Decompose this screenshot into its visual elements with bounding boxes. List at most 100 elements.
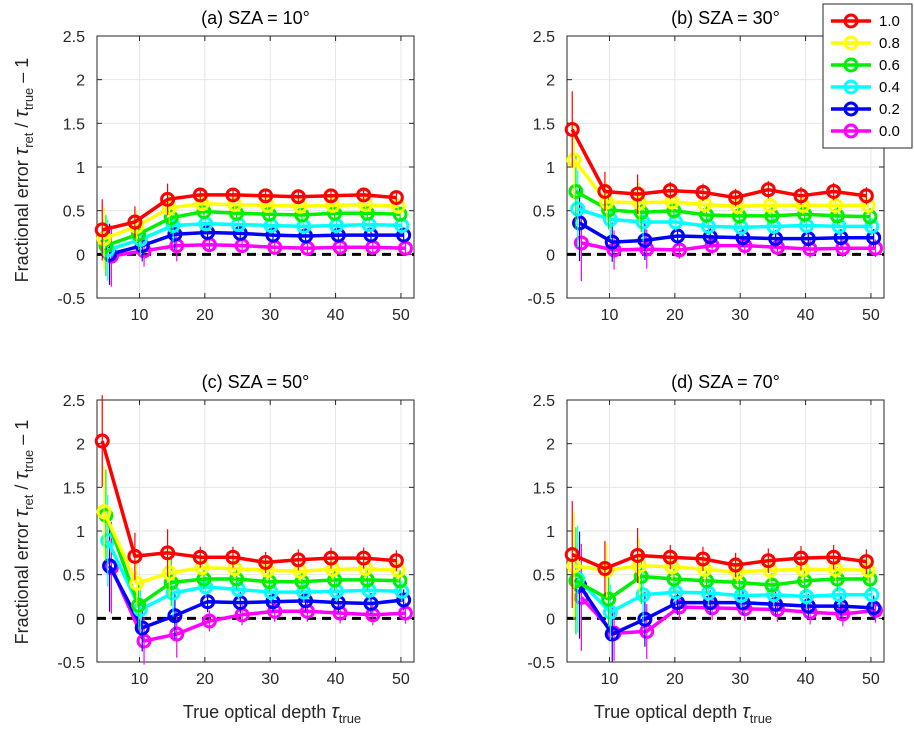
y-tick-label: 2	[546, 437, 555, 454]
data-point	[695, 551, 711, 567]
data-point	[261, 206, 277, 222]
series-line	[107, 222, 402, 252]
data-point	[793, 550, 809, 566]
series-0.2	[102, 218, 412, 285]
data-point	[798, 589, 814, 604]
y-tick-label: 2	[76, 437, 85, 454]
y-tick-label: 1.5	[63, 116, 85, 133]
y-tick-label: 2.5	[63, 393, 85, 410]
panel-title: (b) SZA = 30°	[671, 8, 780, 28]
data-point	[94, 222, 110, 238]
series-0.0	[103, 225, 414, 287]
y-tick-label: -0.5	[527, 655, 555, 672]
data-point	[829, 571, 845, 587]
legend-label: 0.0	[879, 123, 900, 140]
data-point	[163, 575, 179, 591]
legend-marker	[843, 79, 859, 95]
data-point	[795, 197, 811, 213]
series-line	[103, 201, 399, 241]
data-point	[762, 197, 778, 213]
series-line	[100, 440, 397, 565]
data-point	[200, 225, 216, 240]
data-point	[630, 186, 646, 202]
data-point	[359, 205, 375, 221]
legend-item-0.4: 0.4	[831, 79, 900, 96]
data-point	[225, 187, 241, 203]
data-point	[760, 553, 776, 569]
series-line	[104, 514, 401, 607]
data-point	[330, 227, 346, 243]
data-point	[96, 504, 112, 520]
x-tick-label: 40	[327, 307, 345, 324]
legend-label: 0.8	[879, 35, 900, 52]
series-line	[111, 242, 406, 258]
data-point	[294, 207, 310, 223]
data-point	[129, 575, 145, 591]
y-tick-label: -0.5	[57, 291, 85, 308]
data-point	[96, 231, 112, 247]
data-point	[290, 552, 306, 568]
data-point	[564, 547, 580, 563]
data-point	[134, 620, 150, 636]
y-axis-label-top: Fractional error τret / τtrue – 1	[11, 58, 36, 283]
x-tick-label: 20	[196, 307, 214, 324]
data-point	[762, 562, 778, 578]
data-point	[194, 196, 210, 212]
data-point	[198, 579, 214, 595]
legend-marker	[843, 57, 859, 73]
data-point	[358, 197, 374, 213]
x-tick-label: 10	[131, 671, 149, 688]
y-tick-label: 1	[546, 160, 555, 177]
data-point	[160, 545, 176, 561]
data-point	[631, 195, 647, 211]
data-point	[356, 187, 372, 203]
data-point	[826, 183, 842, 199]
data-point	[167, 608, 183, 624]
panel-title: (a) SZA = 10°	[201, 8, 310, 28]
legend-item-0.0: 0.0	[831, 123, 900, 140]
x-tick-label: 20	[666, 671, 684, 688]
data-point	[860, 562, 876, 578]
data-point	[196, 204, 212, 220]
x-tick-label: 40	[797, 307, 815, 324]
y-tick-label: 1	[76, 524, 85, 541]
data-point	[604, 626, 620, 642]
panel-2: -0.5 0 0.5 1 1.5 2 2.5 10 20 30 40 50 (c) SZA = 50°	[57, 372, 415, 688]
data-point	[864, 587, 880, 603]
series-line	[578, 221, 874, 244]
data-point	[388, 553, 404, 569]
data-point	[637, 232, 653, 248]
data-point	[826, 549, 842, 565]
x-tick-label: 50	[862, 307, 880, 324]
series-0.0	[103, 521, 414, 665]
x-axis-label-left: True optical depth τtrue	[183, 701, 361, 726]
x-tick-label: 50	[392, 671, 410, 688]
data-point	[390, 198, 406, 214]
series-line	[577, 207, 872, 230]
data-point	[225, 549, 241, 565]
data-point	[258, 188, 274, 204]
data-point	[702, 595, 718, 611]
x-tick-label: 10	[601, 307, 619, 324]
series-line	[101, 193, 397, 232]
data-point	[729, 198, 745, 214]
data-point	[662, 183, 678, 199]
data-point	[201, 613, 217, 629]
data-point	[835, 606, 851, 622]
series-line	[575, 574, 870, 601]
data-point	[860, 197, 876, 213]
data-point	[597, 183, 613, 199]
data-point	[728, 190, 744, 206]
data-point	[862, 571, 878, 587]
legend-box	[822, 3, 913, 149]
series-line	[570, 128, 867, 200]
data-point	[265, 227, 281, 243]
data-point	[94, 433, 110, 449]
data-point	[259, 197, 275, 213]
panel-3: -0.5 0 0.5 1 1.5 2 2.5 10 20 30 40 50 (d) SZA = 70°	[527, 372, 885, 688]
data-point	[356, 550, 372, 566]
x-tick-label: 20	[666, 307, 684, 324]
series-line	[571, 552, 867, 571]
y-tick-label: 0	[76, 611, 85, 628]
data-point	[858, 554, 874, 570]
